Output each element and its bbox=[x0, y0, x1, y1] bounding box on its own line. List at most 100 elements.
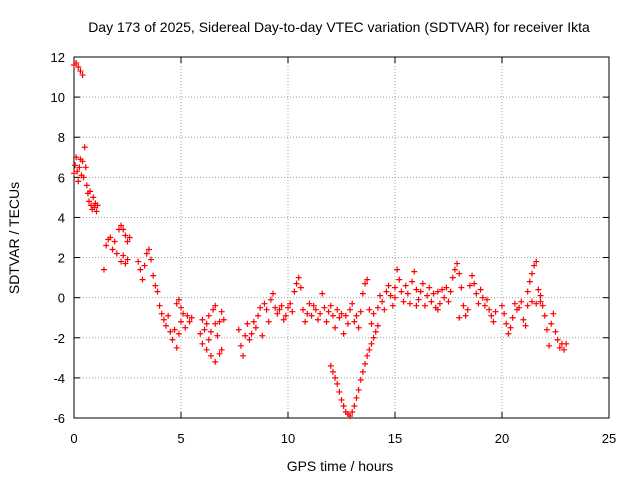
data-point bbox=[75, 178, 82, 185]
data-point bbox=[188, 314, 195, 321]
data-point bbox=[522, 322, 529, 329]
data-point bbox=[434, 306, 441, 313]
data-point bbox=[353, 312, 360, 319]
data-point bbox=[126, 234, 133, 241]
data-point bbox=[392, 294, 398, 301]
data-point bbox=[357, 308, 364, 315]
data-point bbox=[323, 318, 330, 325]
data-point bbox=[329, 368, 336, 375]
data-point bbox=[479, 294, 486, 301]
data-point bbox=[421, 302, 428, 309]
data-point bbox=[389, 302, 396, 309]
data-point bbox=[424, 292, 431, 299]
data-point bbox=[240, 352, 247, 359]
data-point bbox=[342, 312, 349, 319]
data-point bbox=[392, 284, 398, 291]
data-point bbox=[218, 308, 225, 315]
y-tick-label: 10 bbox=[51, 90, 65, 105]
data-point bbox=[199, 316, 206, 323]
data-point bbox=[175, 296, 182, 303]
data-point bbox=[302, 318, 309, 325]
data-point bbox=[285, 304, 291, 311]
data-point bbox=[252, 324, 259, 331]
data-point bbox=[406, 300, 413, 307]
data-point bbox=[107, 234, 114, 241]
data-point bbox=[550, 310, 557, 317]
data-point bbox=[353, 394, 360, 401]
data-point bbox=[216, 350, 223, 357]
data-point bbox=[77, 68, 84, 75]
data-point bbox=[336, 314, 343, 321]
data-point bbox=[548, 320, 555, 327]
data-point bbox=[210, 306, 217, 313]
data-point bbox=[73, 154, 80, 161]
data-point bbox=[543, 326, 550, 333]
axis-ticks: 0 5 10 15 20 25 -6 -4 -2 0 2 4 6 8 10 12 bbox=[51, 50, 617, 446]
data-point bbox=[216, 318, 223, 325]
data-point bbox=[383, 288, 390, 295]
data-point bbox=[90, 194, 97, 201]
chart-title: Day 173 of 2025, Sidereal Day-to-day VTE… bbox=[88, 19, 590, 35]
data-point bbox=[503, 320, 510, 327]
data-point bbox=[447, 288, 454, 295]
data-point bbox=[91, 204, 98, 211]
y-tick-label: 0 bbox=[58, 291, 65, 306]
data-point bbox=[76, 164, 83, 171]
data-point bbox=[317, 310, 324, 317]
data-point bbox=[404, 290, 411, 297]
data-point bbox=[212, 302, 219, 309]
data-point bbox=[261, 300, 268, 307]
data-point bbox=[374, 322, 381, 329]
data-point bbox=[394, 266, 401, 273]
data-point bbox=[458, 284, 465, 291]
data-point bbox=[205, 312, 212, 319]
y-tick-label: 8 bbox=[58, 130, 65, 145]
data-point bbox=[72, 162, 79, 169]
data-point bbox=[449, 274, 456, 281]
data-point bbox=[526, 278, 533, 285]
data-point bbox=[417, 288, 424, 295]
data-point bbox=[518, 298, 525, 305]
data-point bbox=[143, 250, 150, 257]
data-point bbox=[87, 188, 94, 195]
data-point bbox=[214, 332, 221, 339]
data-point bbox=[546, 342, 553, 349]
data-point bbox=[436, 300, 443, 307]
data-point bbox=[80, 174, 87, 181]
data-point bbox=[364, 276, 371, 283]
plot-frame bbox=[73, 56, 610, 419]
data-point bbox=[248, 330, 255, 337]
data-point bbox=[381, 306, 388, 313]
x-tick-label: 15 bbox=[388, 431, 402, 446]
data-point bbox=[242, 332, 249, 339]
data-point bbox=[364, 352, 371, 359]
data-point bbox=[481, 302, 488, 309]
data-point bbox=[100, 266, 107, 273]
data-point bbox=[118, 222, 125, 229]
data-point bbox=[372, 328, 379, 335]
data-point bbox=[338, 396, 345, 403]
data-point bbox=[111, 238, 118, 245]
data-point bbox=[201, 326, 208, 333]
data-point bbox=[178, 318, 184, 325]
data-point bbox=[334, 306, 341, 313]
data-point bbox=[291, 288, 298, 295]
data-point bbox=[362, 280, 369, 287]
data-point bbox=[212, 358, 219, 365]
y-tick-label: -4 bbox=[53, 371, 65, 386]
data-point bbox=[469, 272, 476, 279]
data-point bbox=[314, 316, 321, 323]
data-point bbox=[282, 312, 289, 319]
data-point bbox=[120, 226, 127, 233]
data-point bbox=[385, 282, 392, 289]
data-point bbox=[505, 330, 512, 337]
data-point bbox=[539, 302, 546, 309]
data-point bbox=[490, 318, 497, 325]
data-point bbox=[332, 324, 339, 331]
data-point bbox=[552, 328, 559, 335]
y-tick-label: 4 bbox=[58, 210, 65, 225]
data-point bbox=[329, 312, 336, 319]
data-point bbox=[118, 258, 125, 265]
data-point bbox=[163, 322, 170, 329]
